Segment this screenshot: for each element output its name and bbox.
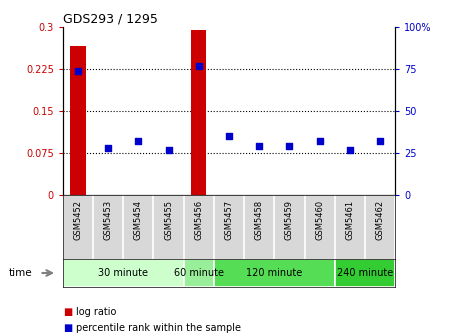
- Bar: [251, 195, 267, 196]
- Text: GSM5460: GSM5460: [315, 200, 324, 240]
- Point: [75, 68, 82, 73]
- Bar: [221, 195, 237, 201]
- Text: GSM5456: GSM5456: [194, 200, 203, 240]
- Point: [165, 147, 172, 152]
- Bar: [335, 259, 395, 287]
- Point: [255, 143, 263, 149]
- Text: GSM5455: GSM5455: [164, 200, 173, 240]
- Bar: [282, 195, 297, 198]
- Point: [135, 138, 142, 144]
- Text: 60 minute: 60 minute: [174, 268, 224, 278]
- Text: percentile rank within the sample: percentile rank within the sample: [76, 323, 241, 333]
- Bar: [161, 195, 176, 199]
- Point: [346, 147, 353, 152]
- Text: 30 minute: 30 minute: [98, 268, 148, 278]
- Bar: [214, 259, 335, 287]
- Text: GDS293 / 1295: GDS293 / 1295: [63, 13, 158, 26]
- Bar: [63, 259, 184, 287]
- Text: GSM5452: GSM5452: [74, 200, 83, 240]
- Text: GSM5454: GSM5454: [134, 200, 143, 240]
- Point: [195, 63, 202, 68]
- Bar: [373, 195, 387, 197]
- Point: [105, 145, 112, 151]
- Text: 240 minute: 240 minute: [337, 268, 393, 278]
- Bar: [184, 259, 214, 287]
- Bar: [101, 195, 116, 198]
- Text: time: time: [9, 268, 33, 278]
- Text: GSM5462: GSM5462: [375, 200, 384, 240]
- Point: [316, 138, 323, 144]
- Bar: [131, 195, 146, 199]
- Text: GSM5453: GSM5453: [104, 200, 113, 240]
- Text: GSM5461: GSM5461: [345, 200, 354, 240]
- Text: ■: ■: [63, 307, 72, 318]
- Text: log ratio: log ratio: [76, 307, 117, 318]
- Text: GSM5459: GSM5459: [285, 200, 294, 240]
- Bar: [191, 30, 207, 195]
- Bar: [342, 195, 357, 198]
- Text: GSM5458: GSM5458: [255, 200, 264, 240]
- Bar: [70, 46, 85, 195]
- Point: [376, 138, 383, 144]
- Point: [286, 143, 293, 149]
- Bar: [312, 195, 327, 199]
- Text: GSM5457: GSM5457: [224, 200, 233, 240]
- Text: 120 minute: 120 minute: [246, 268, 303, 278]
- Point: [225, 133, 233, 139]
- Text: ■: ■: [63, 323, 72, 333]
